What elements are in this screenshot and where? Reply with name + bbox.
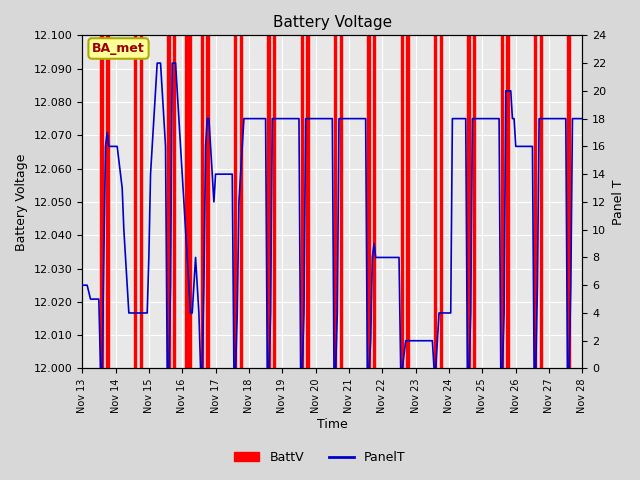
- X-axis label: Time: Time: [317, 419, 348, 432]
- Text: BA_met: BA_met: [92, 42, 145, 55]
- Legend: BattV, PanelT: BattV, PanelT: [229, 446, 411, 469]
- Y-axis label: Battery Voltage: Battery Voltage: [15, 153, 28, 251]
- Bar: [367, 36, 370, 369]
- Bar: [500, 36, 503, 369]
- Bar: [568, 36, 570, 369]
- Bar: [401, 36, 403, 369]
- Bar: [307, 36, 308, 369]
- Bar: [434, 36, 436, 369]
- Bar: [100, 36, 103, 369]
- Bar: [473, 36, 476, 369]
- Bar: [467, 36, 470, 369]
- Bar: [334, 36, 336, 369]
- Bar: [273, 36, 275, 369]
- Bar: [373, 36, 375, 369]
- Bar: [188, 36, 191, 369]
- Bar: [134, 36, 136, 369]
- Bar: [340, 36, 342, 369]
- Bar: [540, 36, 542, 369]
- Bar: [534, 36, 536, 369]
- Bar: [200, 36, 203, 369]
- Bar: [173, 36, 175, 369]
- Bar: [167, 36, 170, 369]
- Y-axis label: Panel T: Panel T: [612, 179, 625, 225]
- Bar: [140, 36, 142, 369]
- Bar: [106, 36, 109, 369]
- Bar: [506, 36, 509, 369]
- Bar: [184, 36, 187, 369]
- Bar: [239, 36, 242, 369]
- Bar: [440, 36, 442, 369]
- Bar: [268, 36, 269, 369]
- Title: Battery Voltage: Battery Voltage: [273, 15, 392, 30]
- Bar: [406, 36, 409, 369]
- Bar: [301, 36, 303, 369]
- Bar: [234, 36, 236, 369]
- Bar: [206, 36, 209, 369]
